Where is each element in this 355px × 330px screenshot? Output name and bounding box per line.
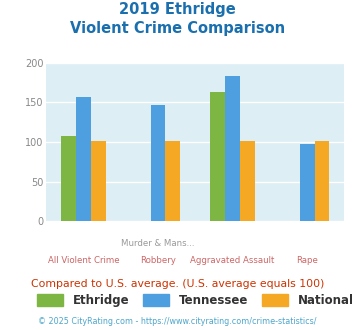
Bar bbox=[210, 92, 225, 221]
Bar bbox=[240, 141, 255, 221]
Bar bbox=[61, 136, 76, 221]
Text: © 2025 CityRating.com - https://www.cityrating.com/crime-statistics/: © 2025 CityRating.com - https://www.city… bbox=[38, 317, 317, 326]
Bar bbox=[315, 141, 329, 221]
Bar bbox=[151, 105, 165, 221]
Text: Violent Crime Comparison: Violent Crime Comparison bbox=[70, 21, 285, 36]
Text: All Violent Crime: All Violent Crime bbox=[48, 256, 119, 265]
Bar bbox=[165, 141, 180, 221]
Legend: Ethridge, Tennessee, National: Ethridge, Tennessee, National bbox=[37, 293, 354, 307]
Bar bbox=[300, 144, 315, 221]
Text: 2019 Ethridge: 2019 Ethridge bbox=[119, 2, 236, 16]
Bar bbox=[91, 141, 106, 221]
Text: Robbery: Robbery bbox=[140, 256, 176, 265]
Bar bbox=[225, 76, 240, 221]
Text: Aggravated Assault: Aggravated Assault bbox=[190, 256, 275, 265]
Text: Murder & Mans...: Murder & Mans... bbox=[121, 239, 195, 248]
Text: Rape: Rape bbox=[296, 256, 318, 265]
Bar bbox=[76, 97, 91, 221]
Text: Compared to U.S. average. (U.S. average equals 100): Compared to U.S. average. (U.S. average … bbox=[31, 279, 324, 289]
